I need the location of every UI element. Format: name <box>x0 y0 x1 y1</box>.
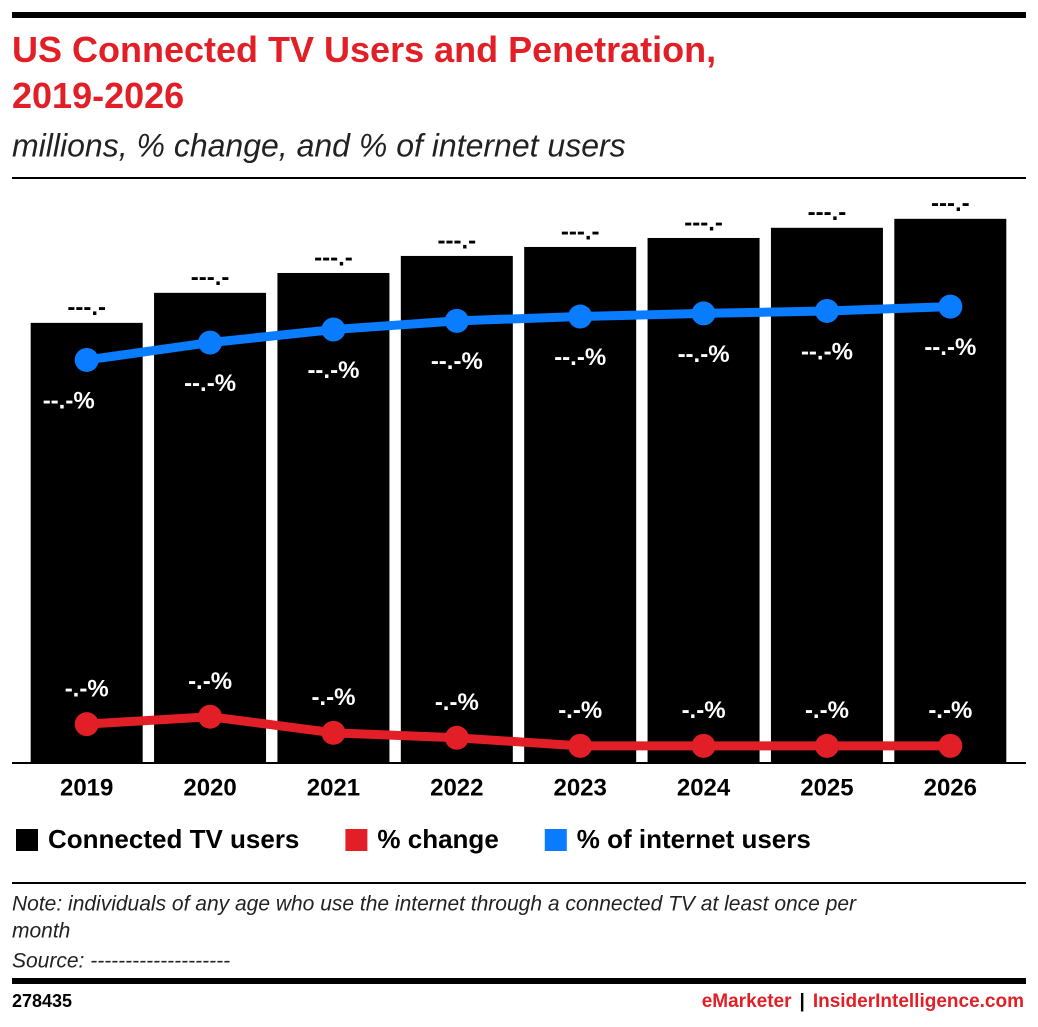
x-tick-label: 2020 <box>183 774 236 801</box>
data-label: --.-% <box>924 334 976 361</box>
baseline <box>12 762 1026 764</box>
data-label: ---.- <box>191 264 230 291</box>
rule <box>12 882 1026 884</box>
data-label: -.-% <box>65 675 109 702</box>
data-label: --.-% <box>307 357 359 384</box>
legend-label: % change <box>377 824 498 854</box>
data-label: --.-% <box>678 341 730 368</box>
data-label: --.-% <box>43 387 95 414</box>
point <box>691 733 716 758</box>
point <box>321 317 346 342</box>
data-label: -.-% <box>188 668 232 695</box>
source: Source: -------------------- <box>12 950 230 973</box>
data-label: --.-% <box>184 370 236 397</box>
data-label: --.-% <box>801 338 853 365</box>
point <box>938 733 963 758</box>
bar <box>30 322 143 762</box>
point <box>814 733 839 758</box>
note: month <box>12 920 70 943</box>
bar <box>524 246 637 763</box>
data-label: ---.- <box>314 244 353 271</box>
chart-subtitle: millions, % change, and % of internet us… <box>12 127 626 163</box>
bar <box>154 292 267 762</box>
plot: ---.- ---.- ---.- ---.- ---.- ---.- ---.- ---.-… <box>12 190 1026 854</box>
point <box>814 298 839 323</box>
legend-swatch <box>16 829 38 851</box>
title-line: US Connected TV Users and Penetration, <box>12 29 716 70</box>
legend-swatch <box>544 829 567 851</box>
data-label: -.-% <box>311 684 355 711</box>
point <box>321 720 346 745</box>
data-label: -.-% <box>805 697 849 724</box>
point <box>74 712 99 737</box>
data-label: ---.- <box>931 190 970 217</box>
data-label: ---.- <box>561 218 600 245</box>
x-tick-label: 2023 <box>553 774 606 801</box>
data-label: --.-% <box>431 348 483 375</box>
data-label: -.-% <box>682 697 726 724</box>
point <box>198 704 223 729</box>
data-label: -.-% <box>928 697 972 724</box>
separator: | <box>800 991 805 1012</box>
note: Note: individuals of any age who use the… <box>12 893 857 916</box>
brand: eMarketer | InsiderIntelligence.com <box>702 991 1024 1012</box>
point <box>444 308 469 333</box>
data-label: ---.- <box>684 209 723 236</box>
line <box>86 712 951 751</box>
x-tick-label: 2022 <box>430 774 483 801</box>
legend-label: Connected TV users <box>48 824 299 854</box>
point <box>198 330 223 355</box>
point <box>444 725 469 750</box>
top-rule <box>12 12 1026 18</box>
title-line: 2019-2026 <box>12 75 184 116</box>
line <box>86 302 951 365</box>
chart-title: US Connected TV Users and Penetration, 20… <box>12 29 716 116</box>
x-tick-label: 2026 <box>924 774 977 801</box>
point <box>938 294 963 319</box>
x-tick-label: 2019 <box>60 774 113 801</box>
brand: eMarketer <box>702 991 792 1012</box>
point <box>691 301 716 326</box>
bar <box>277 272 390 762</box>
data-label: --.-% <box>554 344 606 371</box>
brand: InsiderIntelligence.com <box>813 991 1024 1012</box>
bar <box>400 255 513 762</box>
data-label: -.-% <box>435 689 479 716</box>
x-tick-label: 2024 <box>677 774 731 801</box>
legend-swatch <box>345 829 368 851</box>
rule <box>12 177 1026 179</box>
data-label: ---.- <box>437 227 476 254</box>
bottom-rule <box>12 978 1026 984</box>
legend-label: % of internet users <box>577 824 811 854</box>
data-label: ---.- <box>67 294 106 321</box>
point <box>74 347 99 372</box>
data-label: -.-% <box>558 697 602 724</box>
data-label: ---.- <box>808 199 847 226</box>
point <box>568 304 593 329</box>
chart-id: 278435 <box>12 991 72 1011</box>
x-tick-label: 2021 <box>307 774 360 801</box>
point <box>568 733 593 758</box>
x-tick-label: 2025 <box>800 774 853 801</box>
